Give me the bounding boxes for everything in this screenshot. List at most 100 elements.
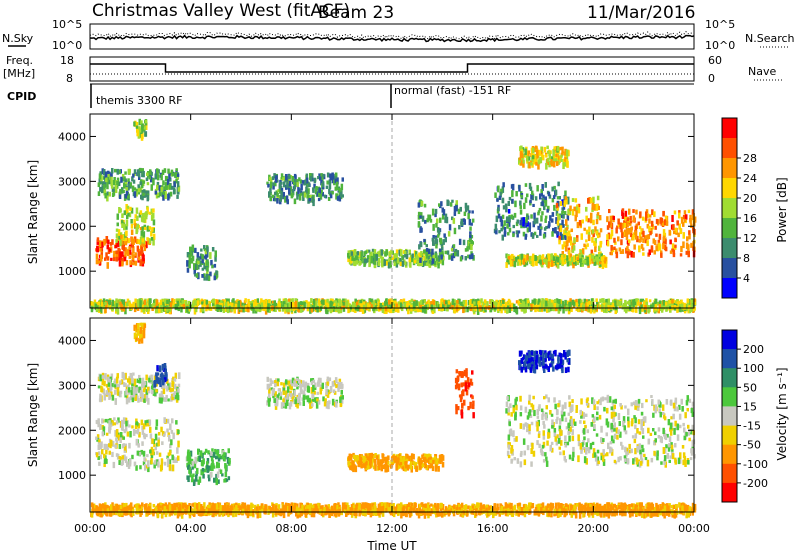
power-echo-cell-6 — [408, 259, 412, 267]
power-echo-cell-13 — [527, 301, 530, 308]
power-echo-cell-10 — [572, 245, 576, 251]
power-echo-cell-13 — [154, 306, 158, 314]
velocity-echo-cell-5 — [321, 382, 324, 390]
velocity-echo-cell-1 — [114, 378, 117, 385]
power-echo-cell-8 — [562, 158, 566, 164]
power-echo-cell-5 — [282, 177, 285, 181]
velocity-echo-cell-5 — [312, 386, 315, 392]
power-echo-cell-10 — [559, 225, 563, 233]
velocity-echo-cell-4 — [203, 468, 207, 473]
power-echo-cell-11 — [682, 214, 686, 220]
velocity-echo-cell-5 — [315, 402, 319, 409]
power-echo-cell-10 — [570, 240, 573, 246]
velocity-echo-cells — [90, 322, 697, 519]
velocity-echo-cell-5 — [316, 398, 319, 402]
power-echo-cell-9 — [556, 196, 560, 200]
power-echo-cell-2 — [101, 189, 104, 194]
power-echo-cell-13 — [148, 299, 151, 306]
power-echo-cell-12 — [556, 256, 560, 263]
power-echo-cell-13 — [628, 300, 631, 305]
power-echo-cell-13 — [264, 299, 268, 306]
power-echo-cell-13 — [166, 299, 169, 305]
power-echo-cell-13 — [531, 299, 534, 304]
power-echo-cell-11 — [632, 251, 635, 258]
power-echo-cell-2 — [111, 188, 115, 192]
power-echo-cell-1 — [140, 230, 143, 238]
power-echo-cell-13 — [90, 306, 94, 311]
power-echo-cell-5 — [293, 173, 297, 178]
velocity-echo-cell-0 — [126, 431, 130, 437]
power-echo-cell-13 — [415, 306, 418, 311]
power-echo-cell-6 — [416, 260, 420, 267]
power-echo-cell-13 — [462, 300, 466, 305]
power-echo-cell-13 — [207, 307, 211, 311]
power-echo-cell-8 — [548, 161, 551, 168]
power-echo-cell-12 — [576, 261, 580, 266]
power-echo-cell-13 — [486, 301, 489, 308]
power-echo-cell-5 — [267, 183, 270, 188]
power-echo-cell-9 — [525, 217, 528, 223]
power-echo-cell-13 — [483, 301, 486, 306]
power-echo-cell-13 — [577, 306, 580, 313]
velocity-echo-cell-5 — [271, 389, 275, 397]
velocity-echo-cell-1 — [142, 380, 145, 388]
power-echo-cell-13 — [337, 306, 341, 314]
velocity-echo-cell-0 — [175, 420, 178, 425]
power-echo-cell-13 — [662, 300, 666, 306]
power-echo-cell-13 — [152, 302, 155, 307]
power-echo-cell-13 — [553, 300, 557, 306]
velocity-echo-cell-0 — [114, 430, 117, 437]
power-echo-cell-5 — [285, 174, 288, 181]
power-echo-cell-13 — [224, 302, 228, 307]
power-echo-cell-13 — [391, 302, 394, 307]
power-echo-cell-13 — [128, 302, 132, 309]
velocity-echo-cell-5 — [305, 395, 308, 400]
power-echo-cell-6 — [368, 258, 371, 263]
power-echo-cell-0 — [123, 256, 127, 262]
velocity-echo-cell-4 — [186, 462, 189, 468]
power-echo-cell-5 — [273, 195, 276, 202]
power-echo-cell-11 — [606, 240, 610, 247]
power-echo-cell-0 — [116, 238, 120, 245]
power-echo-cell-2 — [131, 176, 134, 182]
velocity-echo-cell-5 — [282, 382, 286, 389]
power-echo-cell-11 — [686, 236, 689, 242]
power-echo-cell-2 — [133, 191, 137, 198]
power-echo-cell-13 — [111, 299, 114, 307]
power-echo-cell-1 — [130, 229, 134, 236]
power-echo-cell-1 — [118, 232, 121, 240]
power-echo-cell-8 — [530, 147, 534, 152]
power-echo-cell-7 — [440, 243, 444, 247]
velocity-echo-cell-0 — [152, 439, 156, 444]
power-echo-cell-13 — [508, 307, 512, 313]
power-echo-cell-11 — [685, 250, 688, 255]
power-echo-cell-2 — [132, 173, 135, 178]
velocity-echo-cell-4 — [212, 452, 216, 458]
power-echo-cell-12 — [559, 253, 562, 259]
velocity-echo-cell-1 — [165, 394, 168, 399]
power-echo-cell-13 — [360, 298, 364, 303]
power-echo-cell-7 — [434, 237, 438, 245]
velocity-echo-cell-0 — [121, 458, 124, 466]
power-echo-cell-13 — [510, 306, 513, 312]
power-echo-cell-2 — [129, 182, 132, 187]
velocity-echo-cell-0 — [99, 423, 102, 430]
power-echo-cell-13 — [139, 300, 142, 307]
power-echo-cell-5 — [297, 187, 300, 194]
power-echo-cell-13 — [415, 300, 418, 306]
power-echo-cell-2 — [124, 181, 127, 189]
velocity-echo-cell-1 — [103, 380, 106, 387]
power-echo-cell-2 — [133, 172, 136, 176]
power-echo-cell-13 — [676, 305, 679, 313]
power-echo-cell-10 — [583, 227, 586, 231]
velocity-echo-cell-5 — [341, 395, 344, 400]
power-echo-cell-1 — [152, 212, 155, 219]
power-echo-cell-8 — [550, 159, 553, 166]
velocity-echo-cell-0 — [128, 442, 131, 449]
power-echo-cell-13 — [377, 299, 380, 306]
power-echo-cell-13 — [98, 306, 101, 313]
power-echo-cell-12 — [558, 257, 562, 262]
power-echo-cell-13 — [571, 300, 575, 305]
nsky-series-line — [89, 34, 695, 43]
power-echo-cell-13 — [294, 300, 297, 308]
